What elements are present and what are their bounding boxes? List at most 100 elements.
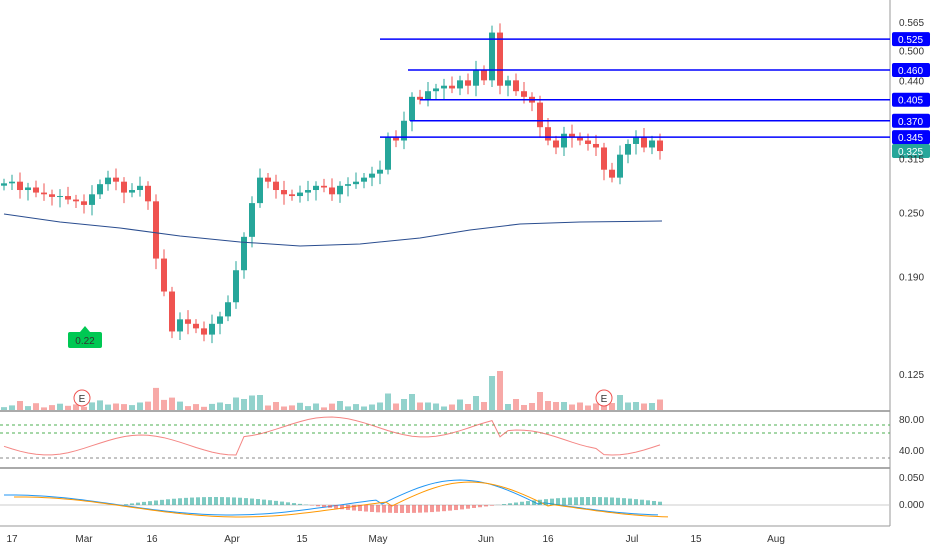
price-tick-label: 0.315 xyxy=(899,154,924,165)
candle-body xyxy=(329,187,335,195)
macd-histogram-bar xyxy=(622,498,626,505)
macd-histogram-bar xyxy=(490,505,494,506)
price-tick-label: 0.125 xyxy=(899,370,924,381)
candle-body xyxy=(473,69,479,86)
volume-bar xyxy=(521,405,527,410)
rsi-tick-label: 40.00 xyxy=(899,446,924,457)
volume-bar xyxy=(161,399,167,410)
candle-body xyxy=(121,181,127,193)
macd-histogram-bar xyxy=(244,498,248,505)
candle-body xyxy=(289,194,295,197)
candle-body xyxy=(513,80,519,92)
candle-body xyxy=(601,147,607,170)
macd-histogram-bar xyxy=(454,505,458,511)
volume-bar xyxy=(553,402,559,410)
macd-histogram-bar xyxy=(388,505,392,513)
macd-histogram-bar xyxy=(358,505,362,512)
candle-body xyxy=(281,190,287,195)
macd-histogram-bar xyxy=(202,497,206,505)
moving-average-path xyxy=(3,213,663,247)
candle-body xyxy=(33,187,39,193)
macd-histogram-bar xyxy=(268,500,272,505)
macd-histogram-bar xyxy=(364,505,368,512)
candle-body xyxy=(145,185,151,202)
macd-histogram-bar xyxy=(160,499,164,505)
moving-average-line xyxy=(3,213,663,247)
level-label-box xyxy=(892,62,930,77)
time-tick-label: 15 xyxy=(690,534,702,545)
macd-histogram-bar xyxy=(520,501,524,505)
candle-body xyxy=(337,185,343,195)
macd-histogram-bar xyxy=(544,499,548,505)
candle-body xyxy=(177,319,183,332)
macd-histogram-bar xyxy=(628,498,632,505)
volume-bar xyxy=(241,399,247,410)
volume-bar xyxy=(137,402,143,410)
price-tick-label: 0.440 xyxy=(899,76,924,87)
macd-tick-label: 0.000 xyxy=(899,500,924,511)
volume-bar xyxy=(505,404,511,410)
volume-bar xyxy=(289,405,295,410)
earnings-marker xyxy=(73,389,91,407)
candle-body xyxy=(393,137,399,141)
macd-histogram-bar xyxy=(412,505,416,513)
macd-histogram-bar xyxy=(316,505,320,507)
macd-histogram-bar xyxy=(610,497,614,505)
level-label-text: 0.525 xyxy=(898,35,923,46)
candle-body xyxy=(201,328,207,335)
level-label-text: 0.370 xyxy=(898,117,923,128)
volume-bar xyxy=(153,387,159,410)
macd-histogram-bar xyxy=(658,501,662,505)
marker-arrow xyxy=(80,326,90,332)
volume-bar xyxy=(249,395,255,410)
time-axis: 17 Mar 16 Apr 15 May Jun 16 Jul 15 Aug xyxy=(6,534,784,545)
macd-histogram-bar xyxy=(328,505,332,508)
candle-body xyxy=(465,80,471,86)
volume-bar xyxy=(17,401,23,410)
candle-body xyxy=(265,177,271,182)
level-label-box xyxy=(892,92,930,107)
volume-bar xyxy=(633,402,639,410)
volume-bar xyxy=(185,406,191,410)
volume-bar xyxy=(497,371,503,410)
macd-histogram-bar xyxy=(172,498,176,505)
candle-body xyxy=(17,181,23,191)
volume-bar xyxy=(41,407,47,410)
time-tick-label: Mar xyxy=(75,534,93,545)
macd-panel: 0.050 0.000 xyxy=(0,473,924,518)
macd-histogram-bar xyxy=(478,505,482,508)
volume-bar xyxy=(105,404,111,410)
candle-body xyxy=(425,91,431,100)
macd-histogram-bar xyxy=(256,499,260,505)
volume-bar xyxy=(169,397,175,410)
volume-bar xyxy=(225,404,231,410)
macd-histogram-bar xyxy=(274,500,278,505)
macd-histogram-bar xyxy=(406,505,410,513)
macd-histogram-bar xyxy=(514,502,518,505)
volume-bar xyxy=(73,404,79,410)
volume-bar xyxy=(265,405,271,410)
candle-body xyxy=(41,192,47,195)
candle-body xyxy=(569,133,575,138)
volume-bar xyxy=(593,403,599,410)
level-label-text: 0.405 xyxy=(898,96,923,107)
candle-body xyxy=(401,120,407,141)
candle-body xyxy=(609,169,615,178)
volume-bar xyxy=(649,403,655,410)
macd-histogram-bar xyxy=(604,497,608,505)
volume-bar xyxy=(193,404,199,410)
volume-bar xyxy=(513,399,519,410)
time-tick-label: Jul xyxy=(626,534,639,545)
candle-body xyxy=(545,127,551,141)
marker-label: 0.22 xyxy=(75,336,95,347)
macd-histogram-bar xyxy=(166,499,170,505)
macd-histogram-bar xyxy=(652,500,656,505)
candle-body xyxy=(57,196,63,198)
volume-bar xyxy=(657,399,663,410)
volume-bar xyxy=(561,402,567,410)
volume-bars xyxy=(1,371,663,410)
candle-body xyxy=(105,177,111,185)
rsi-tick-label: 80.00 xyxy=(899,415,924,426)
candle-body xyxy=(625,143,631,155)
